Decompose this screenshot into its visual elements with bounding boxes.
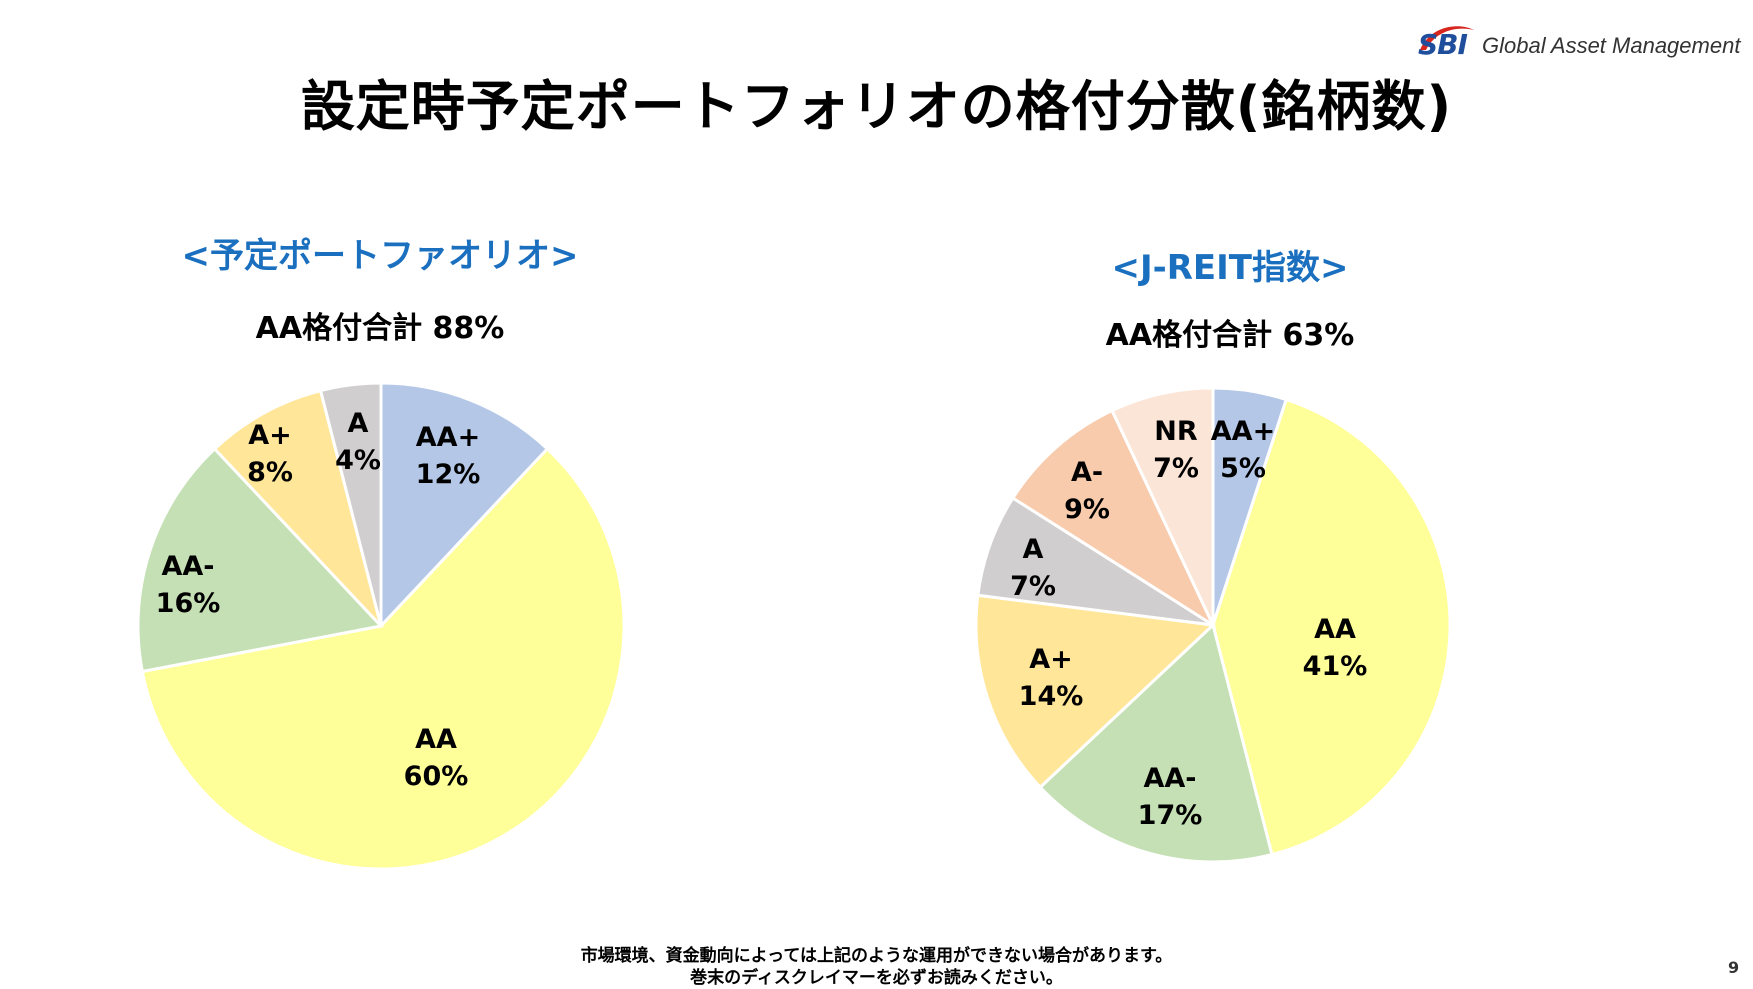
left-slice-a-plus bbox=[212, 388, 383, 628]
left-chart-subtitle: AA格付合計 88% bbox=[255, 311, 505, 346]
left-slice-a bbox=[318, 381, 383, 627]
right-slice-a-plus bbox=[974, 593, 1217, 790]
page-number: 9 bbox=[1728, 958, 1740, 977]
page-title: 設定時予定ポートフォリオの格付分散(銘柄数) bbox=[300, 75, 1453, 138]
left-label-aa-minus-value: 16% bbox=[156, 588, 221, 619]
logo-brand: SBI bbox=[1418, 28, 1468, 61]
right-label-aa-plus-name: AA+ bbox=[1211, 416, 1275, 447]
disclaimer: 市場環境、資金動向によっては上記のような運用ができない場合があります。 巻末のデ… bbox=[0, 945, 1753, 989]
right-label-a-minus-value: 9% bbox=[1064, 494, 1110, 525]
right-label-aa-plus-value: 5% bbox=[1220, 453, 1266, 484]
right-slice-a bbox=[976, 495, 1214, 627]
right-slice-aa bbox=[1211, 397, 1452, 857]
right-slice-aa-minus bbox=[1038, 622, 1274, 864]
right-label-nr-name: NR bbox=[1154, 416, 1198, 447]
left-label-a-value: 4% bbox=[335, 445, 381, 476]
left-label-aa-minus-name: AA- bbox=[162, 551, 215, 582]
right-label-a-value: 7% bbox=[1010, 571, 1056, 602]
sbi-logo: SBI Global Asset Management bbox=[1412, 18, 1747, 68]
right-label-aa-minus-name: AA- bbox=[1144, 763, 1197, 794]
left-label-aa-plus-name: AA+ bbox=[416, 422, 480, 453]
disclaimer-line-2: 巻末のディスクレイマーを必ずお読みください。 bbox=[690, 968, 1063, 988]
right-label-aa-value: 41% bbox=[1303, 651, 1368, 682]
right-label-a-minus-name: A- bbox=[1071, 457, 1103, 488]
logo-text: Global Asset Management bbox=[1482, 33, 1741, 58]
left-label-aa-name: AA bbox=[415, 724, 457, 755]
right-chart-title: <J-REIT指数> bbox=[1111, 248, 1349, 288]
right-label-aa-name: AA bbox=[1314, 614, 1356, 645]
left-label-a-name: A bbox=[348, 408, 369, 439]
right-label-a-plus-value: 14% bbox=[1019, 681, 1084, 712]
left-label-a-plus-name: A+ bbox=[248, 420, 292, 451]
left-slice-aa bbox=[140, 446, 626, 871]
right-slice-nr bbox=[1110, 386, 1215, 626]
disclaimer-line-1: 市場環境、資金動向によっては上記のような運用ができない場合があります。 bbox=[580, 946, 1173, 966]
left-label-a-plus-value: 8% bbox=[247, 457, 293, 488]
left-label-aa-plus-value: 12% bbox=[416, 459, 481, 490]
logo-swoosh-icon bbox=[1420, 26, 1474, 50]
right-chart-subtitle: AA格付合計 63% bbox=[1105, 318, 1355, 353]
left-chart-title: <予定ポートファオリオ> bbox=[181, 236, 579, 276]
right-label-aa-minus-value: 17% bbox=[1138, 800, 1203, 831]
left-slice-aa-minus bbox=[136, 446, 384, 674]
left-slice-aa-plus bbox=[379, 381, 550, 630]
right-label-a-name: A bbox=[1023, 534, 1044, 565]
left-label-aa-value: 60% bbox=[404, 761, 469, 792]
right-label-a-plus-name: A+ bbox=[1029, 644, 1073, 675]
right-slice-a-minus bbox=[1010, 408, 1217, 630]
right-label-nr-value: 7% bbox=[1153, 453, 1199, 484]
